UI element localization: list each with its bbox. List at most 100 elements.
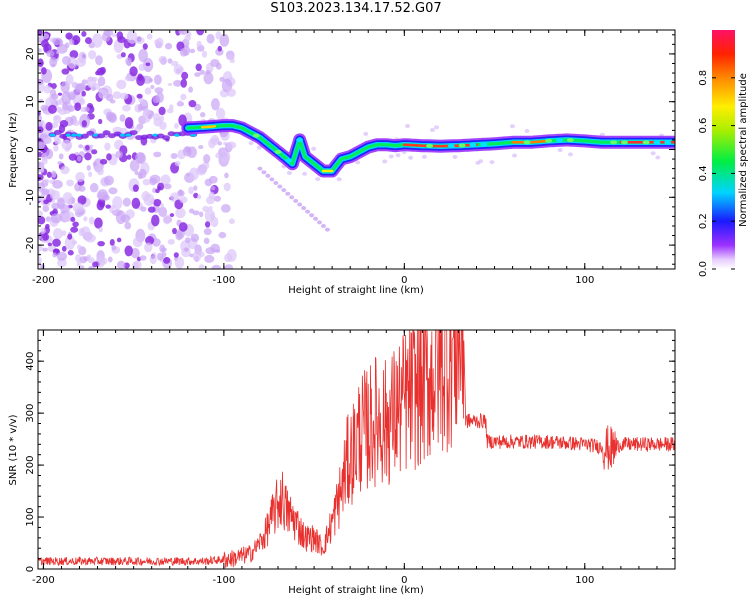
noise-blob <box>205 70 211 75</box>
noise-blob <box>83 216 88 222</box>
noise-blob <box>38 216 46 225</box>
snr-marks <box>38 330 675 569</box>
noise-blob <box>170 153 178 160</box>
noise-blob <box>116 260 126 269</box>
noise-blob <box>76 261 82 267</box>
noise-blob <box>142 43 148 50</box>
noise-blob <box>74 102 82 112</box>
noise-blob <box>38 141 45 150</box>
noise-blob <box>248 141 254 146</box>
noise-blob <box>40 104 49 112</box>
noise-blob <box>108 187 118 195</box>
colorbar-tick-label: 0.2 <box>698 213 709 229</box>
noise-blob <box>169 213 175 218</box>
noise-blob <box>75 57 87 68</box>
noise-blob <box>153 198 162 207</box>
noise-blob <box>196 30 205 36</box>
noise-blob <box>54 138 62 145</box>
noise-blob <box>433 125 439 130</box>
noise-blob <box>56 251 68 261</box>
noise-blob <box>66 179 74 187</box>
noise-blob <box>180 78 188 88</box>
noise-blob <box>78 144 84 149</box>
noise-blob <box>199 211 204 218</box>
noise-blob <box>92 261 99 268</box>
noise-blob <box>46 171 52 178</box>
ridge-island <box>523 140 531 145</box>
noise-blob <box>421 154 427 159</box>
noise-blob <box>132 236 143 248</box>
noise-blob <box>204 221 211 228</box>
noise-blob <box>190 233 200 243</box>
noise-blob <box>143 107 150 117</box>
noise-blob <box>78 185 86 192</box>
noise-blob <box>98 89 108 99</box>
noise-blob <box>149 254 157 265</box>
noise-blob <box>102 130 111 136</box>
noise-blob <box>168 104 174 110</box>
noise-blob <box>91 149 98 155</box>
noise-blob <box>68 153 77 161</box>
ridge-hot-segment <box>511 139 550 144</box>
noise-blob <box>204 209 216 222</box>
noise-blob <box>104 142 111 151</box>
noise-blob <box>97 76 106 87</box>
spectrogram-y-tick-label: 0 <box>25 146 36 152</box>
noise-blob <box>89 182 99 193</box>
noise-blob <box>256 145 262 150</box>
noise-blob <box>38 114 43 122</box>
noise-blob <box>219 76 225 83</box>
noise-blob <box>320 223 326 228</box>
noise-blob <box>45 121 53 131</box>
noise-blob <box>53 129 62 135</box>
noise-blob <box>131 197 141 209</box>
noise-blob <box>195 63 202 72</box>
spectrogram-y-tick-label: -10 <box>25 189 36 205</box>
noise-blob <box>99 66 106 75</box>
noise-blob <box>190 133 197 137</box>
noise-blob <box>98 227 103 233</box>
noise-blob <box>76 155 82 162</box>
noise-blob <box>142 178 151 186</box>
noise-blob <box>452 154 458 159</box>
noise-blob <box>59 120 69 128</box>
noise-blob <box>567 152 573 157</box>
noise-blob <box>134 170 139 176</box>
noise-blob <box>174 122 179 130</box>
noise-blob <box>172 227 177 235</box>
noise-blob <box>167 58 173 64</box>
noise-blob <box>215 31 222 40</box>
noise-blob <box>301 206 307 211</box>
noise-blob <box>137 104 143 111</box>
noise-blob <box>47 242 52 247</box>
noise-blob <box>52 238 61 247</box>
noise-blob <box>120 214 131 223</box>
noise-blob <box>84 106 90 112</box>
noise-blob <box>160 203 165 208</box>
noise-blob <box>41 33 50 39</box>
noise-blob <box>41 188 50 196</box>
noise-blob <box>84 233 96 243</box>
noise-blob <box>205 247 216 255</box>
noise-blob <box>281 188 287 193</box>
noise-blob <box>124 221 132 230</box>
noise-blob <box>154 87 164 94</box>
noise-blob <box>182 146 192 157</box>
noise-blob <box>317 220 323 225</box>
snr-panel: -200 -100 0 100 0 100 200 300 400 Height of stra… <box>8 329 676 596</box>
noise-blob <box>226 53 235 61</box>
noise-blob <box>136 93 143 99</box>
noise-blob <box>173 79 183 87</box>
noise-blob <box>49 190 61 200</box>
spectrogram-y-tick-label: 20 <box>25 48 36 61</box>
noise-blob <box>158 206 168 218</box>
noise-blob <box>158 106 166 116</box>
noise-blob <box>203 228 212 236</box>
figure-title: S103.2023.134.17.52.G07 <box>270 1 442 16</box>
spectrogram-x-tick-label: -200 <box>32 275 55 286</box>
noise-blob <box>218 231 227 239</box>
colorbar-ticks: 0.0 0.2 0.4 0.6 0.8 <box>698 70 735 277</box>
noise-blob <box>104 175 114 186</box>
noise-blob <box>106 153 112 161</box>
